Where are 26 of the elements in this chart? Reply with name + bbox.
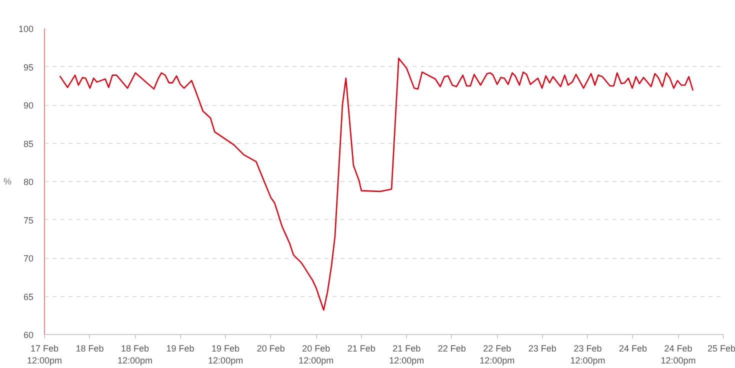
x-tick-label: 20 Feb 12:00pm	[298, 344, 334, 366]
x-tick-label: 21 Feb 12:00pm	[389, 344, 424, 366]
y-tick-label: 70	[23, 254, 34, 264]
x-tick-label: 19 Feb 12:00pm	[208, 344, 244, 366]
x-tick-label: 25 Feb	[707, 344, 735, 354]
x-tick-label: 23 Feb 12:00pm	[570, 344, 606, 366]
y-tick-label: 95	[23, 62, 34, 72]
y-tick-label: 65	[23, 292, 34, 302]
x-tick-label: 24 Feb 12:00pm	[660, 344, 696, 366]
y-tick-label: 85	[23, 138, 34, 149]
y-tick-label: 60	[23, 330, 34, 340]
x-tick-label: 21 Feb	[347, 344, 376, 354]
x-tick-label: 18 Feb 12:00pm	[118, 344, 153, 366]
x-tick-label: 23 Feb	[528, 344, 556, 354]
x-tick-label: 18 Feb	[76, 344, 104, 354]
y-tick-label: 80	[23, 177, 34, 187]
x-tick-label: 20 Feb	[256, 344, 285, 354]
y-axis-title: %	[3, 176, 12, 186]
y-tick-label: 90	[23, 100, 34, 110]
x-tick-label: 22 Feb	[438, 344, 466, 354]
y-tick-label: 75	[23, 215, 34, 226]
y-tick-label: 100	[18, 24, 34, 34]
x-tick-label: 17 Feb 12:00pm	[26, 344, 62, 366]
x-tick-label: 24 Feb	[618, 344, 647, 354]
x-tick-label: 19 Feb	[166, 344, 194, 354]
x-tick-label: 22 Feb 12:00pm	[480, 344, 515, 366]
